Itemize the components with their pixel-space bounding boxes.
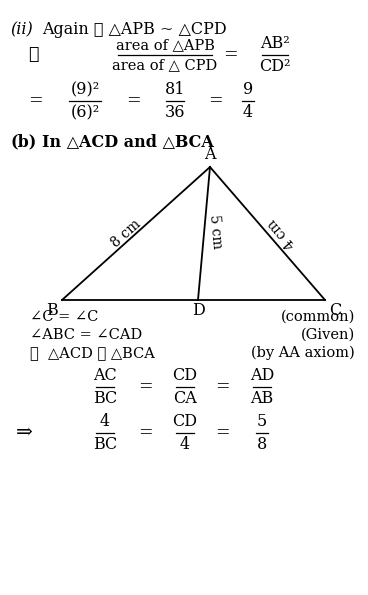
Text: =: = [28,92,43,109]
Text: ∴  △ACD ≅ △BCA: ∴ △ACD ≅ △BCA [30,346,155,360]
Text: 36: 36 [165,104,185,121]
Text: CA: CA [173,390,197,407]
Text: =: = [208,92,222,109]
Text: ⇒: ⇒ [16,424,33,443]
Text: (b): (b) [10,133,36,150]
Text: =: = [138,378,152,396]
Text: BC: BC [93,390,117,407]
Text: 8: 8 [257,436,267,453]
Text: Again ∴ △APB ~ △CPD: Again ∴ △APB ~ △CPD [42,21,227,38]
Text: (9)²: (9)² [70,81,100,98]
Text: 4: 4 [243,104,253,121]
Text: =: = [126,92,140,109]
Text: 9: 9 [243,81,253,98]
Text: CD: CD [173,413,198,430]
Text: 4: 4 [100,413,110,430]
Text: AD: AD [250,367,274,384]
Text: A: A [204,146,216,163]
Text: CD: CD [173,367,198,384]
Text: AB: AB [250,390,274,407]
Text: D: D [192,302,204,319]
Text: B: B [46,302,58,319]
Text: 5: 5 [257,413,267,430]
Text: area of △ CPD: area of △ CPD [112,58,217,72]
Text: =: = [215,378,229,396]
Text: =: = [215,424,229,441]
Text: AC: AC [93,367,117,384]
Text: BC: BC [93,436,117,453]
Text: (by AA axiom): (by AA axiom) [251,346,355,360]
Text: In △ACD and △BCA: In △ACD and △BCA [42,133,214,150]
Text: 4 cm: 4 cm [265,216,298,251]
Text: 8 cm: 8 cm [109,217,144,250]
Text: (ii): (ii) [10,21,33,38]
Text: area of △APB: area of △APB [116,38,215,52]
Text: C: C [329,302,341,319]
Text: 81: 81 [165,81,185,98]
Text: 5 cm: 5 cm [208,214,224,249]
Text: (Given): (Given) [301,328,355,342]
Text: =: = [223,46,237,64]
Text: ∴: ∴ [28,46,38,64]
Text: AB²: AB² [260,35,290,52]
Text: ∠ABC = ∠CAD: ∠ABC = ∠CAD [30,328,142,342]
Text: =: = [138,424,152,441]
Text: CD²: CD² [259,58,291,75]
Text: 4: 4 [180,436,190,453]
Text: (common): (common) [281,310,355,324]
Text: ∠C = ∠C: ∠C = ∠C [30,310,98,324]
Text: (6)²: (6)² [70,104,100,121]
